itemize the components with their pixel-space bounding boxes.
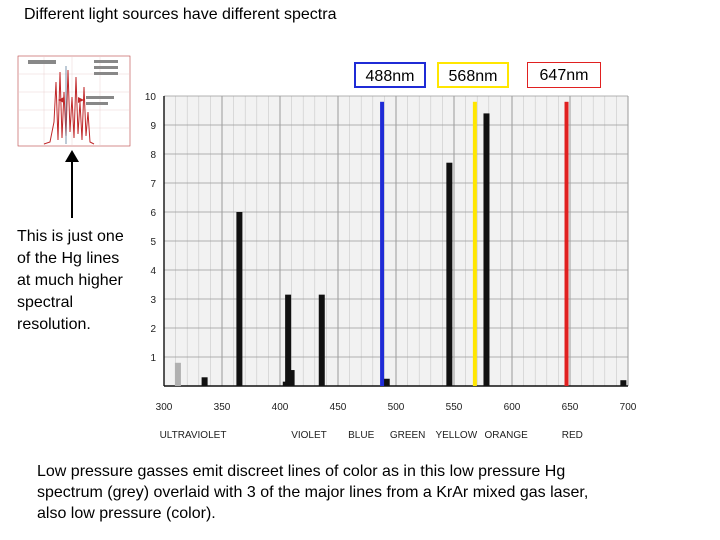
inset-note: This is just one of the Hg lines at much… (17, 226, 124, 336)
y-tick-label: 7 (150, 179, 156, 190)
band-label: GREEN (390, 430, 426, 441)
band-label: ULTRAVIOLET (160, 430, 227, 441)
y-tick-label: 3 (150, 295, 156, 306)
hg-line-bar (288, 370, 295, 386)
hg-line-inset-image (14, 52, 134, 152)
x-tick-label: 550 (446, 402, 463, 413)
hg-line-bar (620, 380, 627, 386)
laser-tag-488: 488nm (354, 62, 426, 88)
y-tick-label: 4 (150, 266, 156, 277)
hg-line-bar (318, 294, 325, 386)
y-tick-label: 8 (150, 150, 156, 161)
caption-line: spectrum (grey) overlaid with 3 of the m… (37, 484, 589, 501)
note-line: spectral (17, 294, 74, 311)
y-tick-label: 2 (150, 324, 156, 335)
y-tick-label: 9 (150, 121, 156, 132)
arrow-head-icon (65, 150, 79, 162)
hg-line-bar (383, 378, 390, 386)
band-label: VIOLET (291, 430, 327, 441)
laser-tag-568: 568nm (437, 62, 509, 88)
caption-line: Low pressure gasses emit discreet lines … (37, 463, 566, 480)
caption-line: also low pressure (color). (37, 505, 216, 522)
inset-plot-graphic (17, 55, 131, 147)
x-tick-label: 300 (156, 402, 173, 413)
note-line: resolution. (17, 316, 91, 333)
laser-tag-647: 647nm (527, 62, 601, 88)
note-line: This is just one (17, 228, 124, 245)
band-label: RED (562, 430, 583, 441)
y-tick-label: 10 (145, 92, 157, 103)
hg-line-bar (483, 113, 490, 387)
band-label: YELLOW (435, 430, 477, 441)
pointer-arrow (71, 160, 73, 218)
note-line: of the Hg lines (17, 250, 120, 267)
band-label: BLUE (348, 430, 374, 441)
hg-line-bar (236, 212, 243, 386)
hg-line-bar (201, 377, 208, 386)
x-tick-label: 650 (562, 402, 579, 413)
x-tick-label: 350 (214, 402, 231, 413)
caption: Low pressure gasses emit discreet lines … (37, 461, 697, 524)
hg-line-bar (174, 362, 181, 386)
laser-line-bar (380, 101, 385, 387)
laser-line-bar (472, 101, 477, 387)
x-tick-label: 400 (272, 402, 289, 413)
y-tick-label: 6 (150, 208, 156, 219)
band-label: ORANGE (485, 430, 529, 441)
laser-line-bar (564, 101, 569, 387)
y-tick-label: 1 (150, 353, 156, 364)
x-tick-label: 500 (388, 402, 405, 413)
y-tick-label: 5 (150, 237, 156, 248)
x-tick-label: 450 (330, 402, 347, 413)
x-tick-label: 700 (620, 402, 637, 413)
hg-spectrum-chart: 1 2 3 4 5 6 7 8 9 10 300 350 400 450 500 550 600 650 700 UL… (145, 92, 637, 441)
note-line: at much higher (17, 272, 123, 289)
slide-title: Different light sources have different s… (24, 6, 337, 23)
x-tick-label: 600 (504, 402, 521, 413)
hg-line-bar (446, 162, 453, 386)
hg-line-bar (285, 294, 292, 386)
